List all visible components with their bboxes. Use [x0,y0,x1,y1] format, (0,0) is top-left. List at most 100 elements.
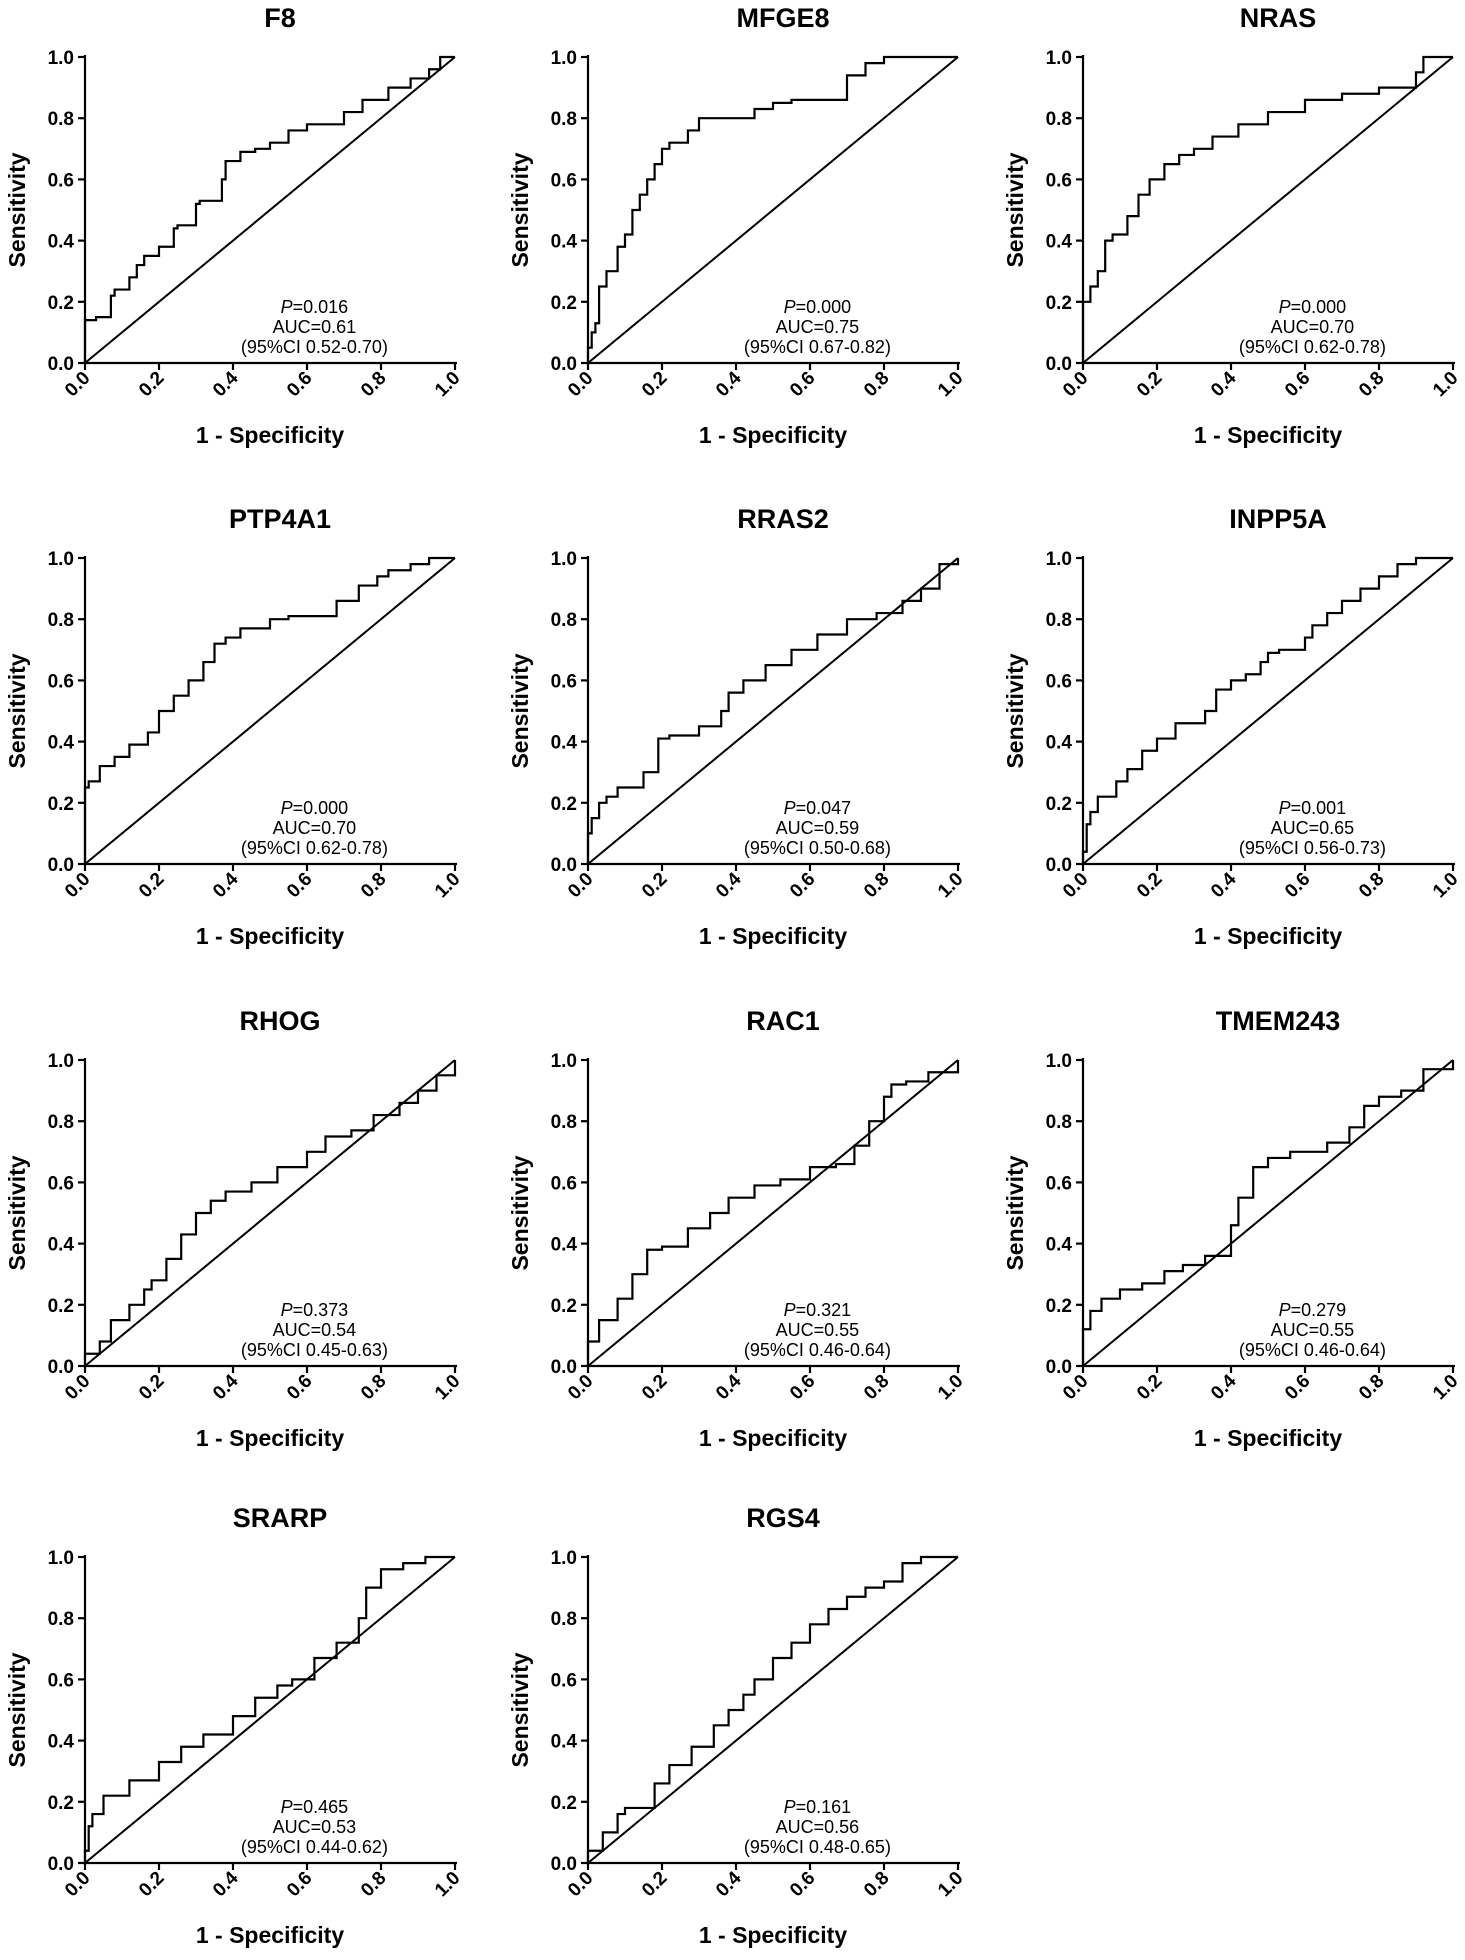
p-value-label: P=0.279 [1279,1300,1347,1320]
y-axis-label: Sensitivity [4,1155,30,1270]
y-tick-label: 0.6 [48,671,74,692]
y-tick-label: 1.0 [551,549,577,570]
y-axis-label: Sensitivity [507,1652,533,1767]
x-tick-label: 0.2 [638,1371,672,1405]
roc-curve [586,55,958,363]
p-symbol: P [784,1797,796,1817]
x-tick-label: 1.0 [431,869,465,903]
p-value: =0.279 [1291,1300,1347,1320]
roc-curve [83,556,455,864]
x-tick-label: 0.2 [135,1371,169,1405]
x-tick-label: 0.8 [357,869,391,903]
ci-label: (95%CI 0.62-0.78) [1239,337,1386,357]
y-tick-label: 0.8 [551,1112,577,1133]
p-value-label: P=0.321 [784,1300,852,1320]
ci-label: (95%CI 0.52-0.70) [241,337,388,357]
reference-diagonal [587,1059,959,1367]
x-axis-label: 1 - Specificity [196,422,344,448]
y-tick-label: 0.4 [48,1732,75,1753]
x-tick-label: 1.0 [431,1371,465,1405]
roc-panel-inpp5a: INPP5A0.00.00.20.20.40.40.60.60.80.81.01… [1002,504,1463,949]
y-tick-label: 0.8 [1046,1112,1072,1133]
y-tick-label: 0.4 [551,232,578,253]
y-tick-label: 0.8 [48,109,74,130]
x-tick-label: 0.2 [135,1868,169,1902]
y-tick-label: 0.4 [1046,232,1073,253]
x-tick-label: 0.4 [712,367,746,401]
p-symbol: P [1279,798,1291,818]
y-tick-label: 0.2 [48,293,74,314]
ci-label: (95%CI 0.56-0.73) [1239,838,1386,858]
x-tick-label: 0.8 [357,1868,391,1902]
y-tick-label: 0.4 [48,1235,75,1256]
x-axis-label: 1 - Specificity [1194,923,1342,949]
p-symbol: P [1279,1300,1291,1320]
x-tick-label: 0.4 [1207,1370,1241,1404]
p-value: =0.001 [1291,798,1347,818]
reference-diagonal [1082,1059,1454,1367]
y-tick-label: 1.0 [551,1051,577,1072]
x-tick-label: 0.6 [1281,869,1315,903]
y-tick-label: 0.0 [1046,354,1072,375]
y-tick-label: 0.0 [1046,855,1072,876]
panel-title: F8 [264,3,296,33]
ci-label: (95%CI 0.50-0.68) [744,838,891,858]
x-tick-label: 0.2 [638,368,672,402]
panel-title: TMEM243 [1216,1006,1341,1036]
ci-label: (95%CI 0.62-0.78) [241,838,388,858]
x-tick-label: 0.6 [786,1371,820,1405]
y-tick-label: 0.6 [1046,671,1072,692]
y-tick-label: 0.4 [48,733,75,754]
x-axis-label: 1 - Specificity [196,1425,344,1451]
x-axis-label: 1 - Specificity [699,1922,847,1948]
y-axis-label: Sensitivity [1002,1155,1028,1270]
y-tick-label: 0.8 [1046,109,1072,130]
p-value-label: P=0.016 [281,297,349,317]
y-tick-label: 0.2 [1046,1296,1072,1317]
y-tick-label: 1.0 [551,48,577,69]
y-tick-label: 0.2 [1046,794,1072,815]
auc-label: AUC=0.59 [776,818,860,838]
y-tick-label: 1.0 [1046,48,1072,69]
panel-title: PTP4A1 [229,504,331,534]
x-tick-label: 0.6 [283,368,317,402]
x-tick-label: 0.2 [135,368,169,402]
roc-curve [586,558,960,864]
y-tick-label: 0.2 [551,1296,577,1317]
p-symbol: P [1279,297,1291,317]
x-axis-label: 1 - Specificity [196,923,344,949]
ci-label: (95%CI 0.45-0.63) [241,1340,388,1360]
reference-diagonal [84,1556,456,1864]
p-value: =0.000 [293,798,349,818]
y-tick-label: 1.0 [1046,1051,1072,1072]
x-tick-label: 1.0 [431,1868,465,1902]
x-tick-label: 0.6 [283,1868,317,1902]
roc-panel-ptp4a1: PTP4A10.00.00.20.20.40.40.60.60.80.81.01… [4,504,465,949]
roc-panel-f8: F80.00.00.20.20.40.40.60.60.80.81.01.01 … [4,3,465,448]
p-value-label: P=0.000 [281,798,349,818]
p-value-label: P=0.000 [784,297,852,317]
y-tick-label: 0.0 [551,855,577,876]
roc-curve [83,55,455,363]
reference-diagonal [1082,557,1454,865]
x-tick-label: 0.4 [209,868,243,902]
y-tick-label: 0.6 [48,1173,74,1194]
panel-title: NRAS [1240,3,1317,33]
panel-title: RAC1 [746,1006,820,1036]
x-tick-label: 1.0 [934,1868,968,1902]
y-tick-label: 1.0 [48,1548,74,1569]
y-tick-label: 0.4 [551,733,578,754]
reference-diagonal [84,1059,456,1367]
x-tick-label: 0.6 [786,368,820,402]
y-tick-label: 0.8 [551,1609,577,1630]
y-tick-label: 0.2 [1046,293,1072,314]
x-tick-label: 1.0 [431,368,465,402]
y-tick-label: 0.0 [551,354,577,375]
roc-panel-srarp: SRARP0.00.00.20.20.40.40.60.60.80.81.01.… [4,1503,465,1948]
roc-curve [83,1060,457,1366]
p-symbol: P [784,1300,796,1320]
p-value: =0.465 [293,1797,349,1817]
y-tick-label: 0.6 [551,170,577,191]
auc-label: AUC=0.70 [273,818,357,838]
